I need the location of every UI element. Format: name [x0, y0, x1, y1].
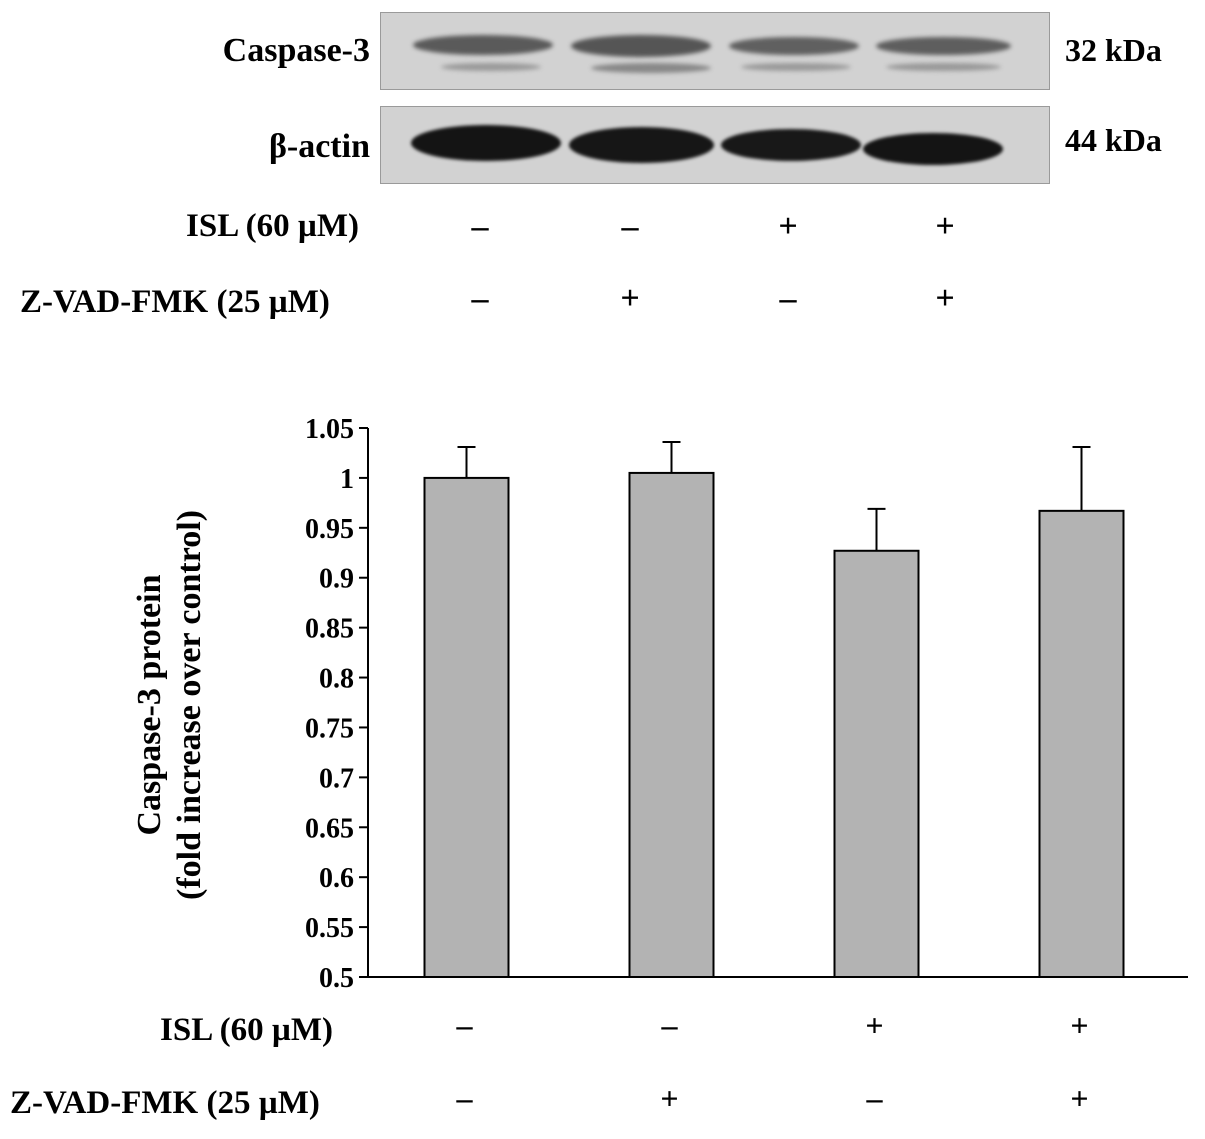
blot-row-label-actin: β-actin	[268, 128, 370, 165]
blot-panel-actin	[380, 106, 1050, 184]
blot-band	[863, 133, 1003, 165]
treatment-label: ISL (60 µM)	[160, 1012, 333, 1048]
bar	[1038, 509, 1125, 978]
blot-sign: –	[621, 208, 639, 245]
treatment-sign: +	[1070, 1007, 1088, 1043]
blot-treatment-label-zvad: Z-VAD-FMK (25 µM)	[20, 284, 330, 320]
blot-sign: –	[471, 280, 489, 317]
blot-sign: +	[778, 208, 798, 245]
y-tick-label: 0.75	[305, 713, 354, 744]
blot-sign: +	[935, 208, 955, 245]
blot-sign: +	[620, 280, 640, 317]
treatment-sign: –	[661, 1007, 679, 1043]
blot-band	[876, 37, 1011, 55]
y-tick-label: 0.55	[305, 913, 354, 944]
bar	[423, 476, 510, 978]
blot-band-faint	[591, 63, 711, 73]
blot-band	[721, 129, 861, 161]
y-tick-label: 0.5	[319, 963, 354, 994]
blot-band	[411, 125, 561, 161]
blot-sign: +	[935, 280, 955, 317]
y-tick-label: 0.9	[319, 564, 354, 595]
treatment-sign: –	[456, 1080, 474, 1116]
treatment-sign: –	[456, 1007, 474, 1043]
blot-band-faint	[886, 63, 1001, 71]
y-tick-label: 0.8	[319, 664, 354, 695]
treatment-sign: +	[865, 1007, 883, 1043]
blot-panel-caspase3	[380, 12, 1050, 90]
y-tick-label: 1.05	[305, 414, 354, 445]
blot-band	[571, 35, 711, 57]
kda-label-caspase3: 32 kDa	[1065, 32, 1162, 68]
blot-band-faint	[441, 63, 541, 71]
blot-band-faint	[741, 63, 851, 71]
y-tick-label: 0.65	[305, 813, 354, 844]
blot-row-label-caspase3: Caspase-3	[222, 32, 370, 69]
y-axis-label-line1: Caspase-3 protein	[131, 574, 168, 835]
blot-treatment-label-isl: ISL (60 µM)	[186, 208, 360, 244]
bar	[628, 471, 715, 978]
blot-band	[729, 37, 859, 55]
y-tick-label: 0.6	[319, 863, 354, 894]
bar	[833, 549, 920, 978]
y-tick-label: 0.7	[319, 763, 354, 794]
y-tick-label: 0.95	[305, 514, 354, 545]
treatment-label: Z-VAD-FMK (25 µM)	[10, 1085, 320, 1121]
y-tick-label: 1	[340, 464, 354, 495]
y-axis-label-line2: (fold increase over control)	[171, 510, 208, 900]
treatment-sign: +	[1070, 1080, 1088, 1116]
y-tick-label: 0.85	[305, 614, 354, 645]
blot-band	[569, 127, 714, 163]
treatment-sign: –	[866, 1080, 884, 1116]
kda-label-actin: 44 kDa	[1065, 122, 1162, 158]
blot-sign: –	[471, 208, 489, 245]
blot-sign: –	[779, 280, 797, 317]
treatment-sign: +	[660, 1080, 678, 1116]
blot-band	[413, 35, 553, 55]
